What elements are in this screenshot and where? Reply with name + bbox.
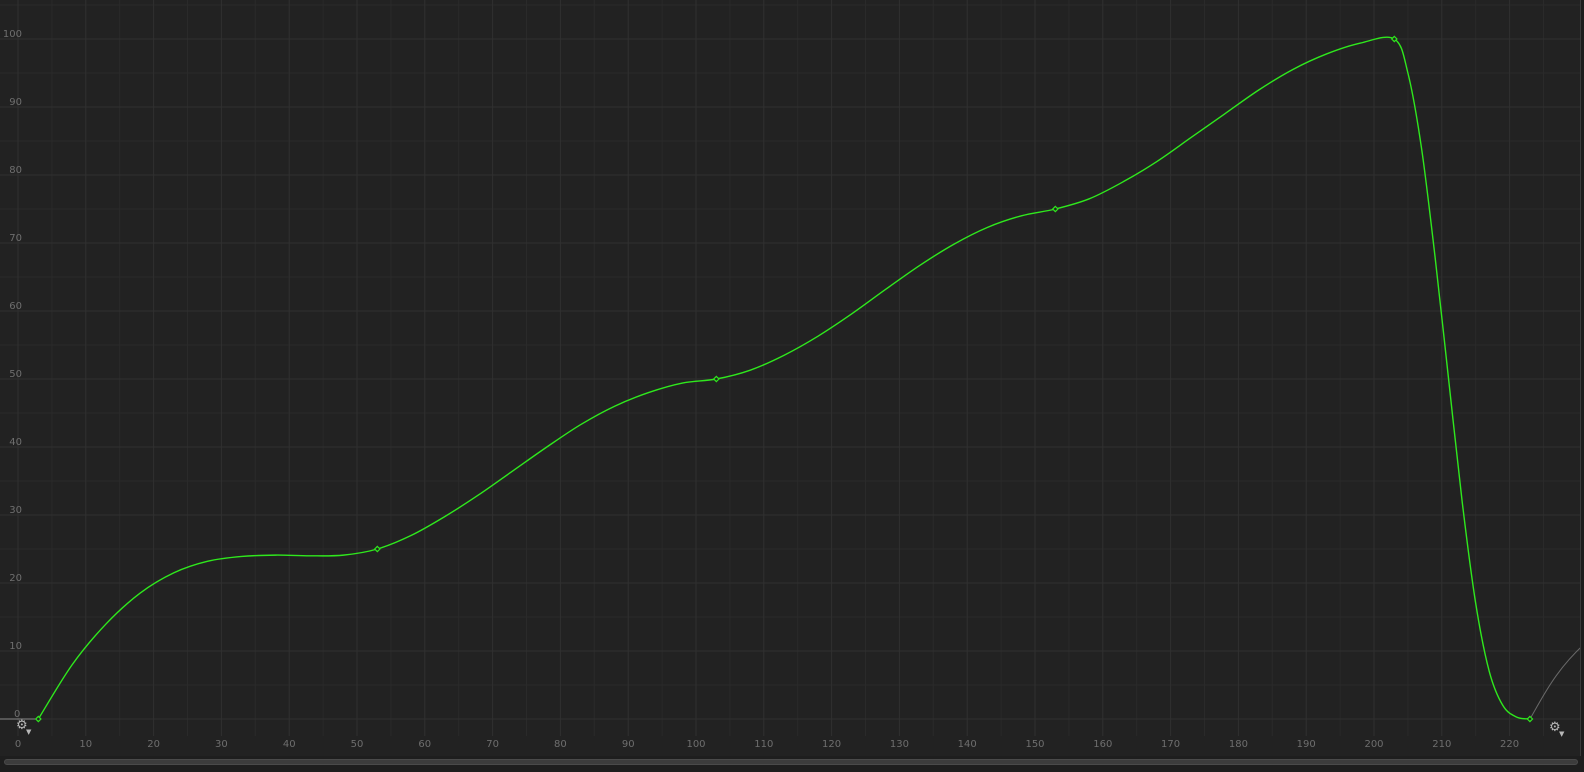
x-tick-label: 100 xyxy=(686,739,705,750)
y-tick-label: 100 xyxy=(3,29,22,40)
keyframe-point[interactable] xyxy=(34,715,42,723)
keyframe-point[interactable] xyxy=(1526,715,1534,723)
x-tick-label: 140 xyxy=(958,739,977,750)
x-tick-label: 120 xyxy=(822,739,841,750)
x-tick-label: 220 xyxy=(1500,739,1519,750)
axes: 0 10 20 30 40 50 60 70 80 90 100 110 120 130 140 150 160… xyxy=(3,29,1519,750)
y-tick-label: 40 xyxy=(9,437,22,448)
x-tick-label: 80 xyxy=(554,739,567,750)
x-tick-label: 60 xyxy=(418,739,431,750)
keyframe-point[interactable] xyxy=(373,545,381,553)
x-tick-label: 50 xyxy=(351,739,364,750)
grid xyxy=(0,0,1580,736)
x-tick-label: 10 xyxy=(79,739,92,750)
animation-curve-line[interactable] xyxy=(37,36,1531,720)
scrollbar-thumb[interactable] xyxy=(4,759,1578,765)
x-tick-label: 150 xyxy=(1025,739,1044,750)
x-tick-label: 190 xyxy=(1297,739,1316,750)
x-tick-label: 90 xyxy=(622,739,635,750)
y-tick-label: 0 xyxy=(14,709,20,720)
y-tick-label: 70 xyxy=(9,233,22,244)
x-tick-label: 160 xyxy=(1093,739,1112,750)
y-tick-label: 30 xyxy=(9,505,22,516)
right-edge-border xyxy=(1580,0,1584,772)
x-tick-label: 170 xyxy=(1161,739,1180,750)
x-tick-label: 70 xyxy=(486,739,499,750)
x-tick-label: 110 xyxy=(754,739,773,750)
x-tick-label: 130 xyxy=(890,739,909,750)
x-tick-label: 40 xyxy=(283,739,296,750)
x-tick-label: 0 xyxy=(15,739,21,750)
x-tick-label: 210 xyxy=(1432,739,1451,750)
x-tick-label: 30 xyxy=(215,739,228,750)
keyframe-point[interactable] xyxy=(712,375,720,383)
x-tick-label: 180 xyxy=(1229,739,1248,750)
horizontal-scrollbar[interactable] xyxy=(0,756,1584,772)
x-tick-label: 20 xyxy=(147,739,160,750)
curve[interactable] xyxy=(0,36,1584,720)
keyframes[interactable] xyxy=(34,35,1534,723)
keyframe-point[interactable] xyxy=(1051,205,1059,213)
y-tick-label: 50 xyxy=(9,369,22,380)
y-tick-label: 20 xyxy=(9,573,22,584)
pre-wrap-gear-icon[interactable]: ⚙ ▼ xyxy=(16,718,32,736)
post-infinity-line xyxy=(1529,643,1584,720)
y-tick-label: 10 xyxy=(9,641,22,652)
keyframe-point[interactable] xyxy=(1390,35,1398,43)
x-tick-label: 200 xyxy=(1364,739,1383,750)
post-wrap-gear-icon[interactable]: ⚙ ▼ xyxy=(1549,720,1565,738)
y-tick-label: 60 xyxy=(9,301,22,312)
y-tick-label: 90 xyxy=(9,97,22,108)
y-tick-label: 80 xyxy=(9,165,22,176)
